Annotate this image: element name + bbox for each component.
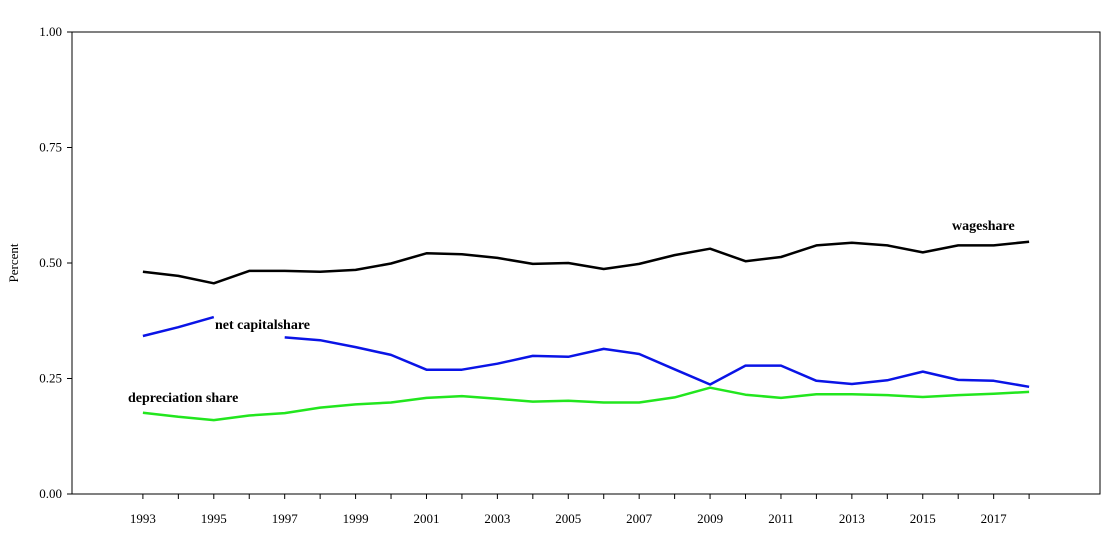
x-tick-label: 1995 — [201, 511, 227, 526]
x-tick-label: 2017 — [981, 511, 1008, 526]
x-tick-label: 2009 — [697, 511, 723, 526]
y-axis: 0.00 0.25 0.50 0.75 1.00 — [39, 24, 72, 501]
plot-frame — [71, 31, 1101, 495]
x-tick-label: 1999 — [343, 511, 369, 526]
series-label-depreciation-share: depreciation share — [128, 391, 238, 406]
series-line-net-capitalshare — [142, 315, 215, 338]
series-label-wageshare: wageshare — [952, 219, 1015, 234]
y-tick-label: 0.75 — [39, 140, 62, 155]
x-tick-label: 2007 — [626, 511, 653, 526]
x-tick-label: 2003 — [484, 511, 510, 526]
x-tick-label: 2015 — [910, 511, 936, 526]
series-line-wageshare — [142, 240, 1030, 285]
x-tick-label: 2011 — [768, 511, 794, 526]
x-tick-label: 1993 — [130, 511, 156, 526]
series-line-depreciation-share — [142, 386, 1030, 422]
x-tick-label: 2005 — [555, 511, 581, 526]
series-line-net-capitalshare — [284, 336, 1030, 389]
x-tick-label: 2013 — [839, 511, 865, 526]
y-tick-label: 0.25 — [39, 371, 62, 386]
y-tick-label: 0.50 — [39, 255, 62, 270]
y-tick-label: 1.00 — [39, 24, 62, 39]
x-tick-label: 1997 — [272, 511, 299, 526]
x-axis: 1993 1995 1997 1999 2001 2003 2005 2007 2009 2011… — [130, 494, 1030, 526]
y-tick-label: 0.00 — [39, 486, 62, 501]
y-axis-title: Percent — [6, 243, 21, 282]
series-label-net-capitalshare: net capitalshare — [215, 318, 310, 333]
x-tick-label: 2001 — [413, 511, 439, 526]
series-lines — [142, 240, 1030, 422]
